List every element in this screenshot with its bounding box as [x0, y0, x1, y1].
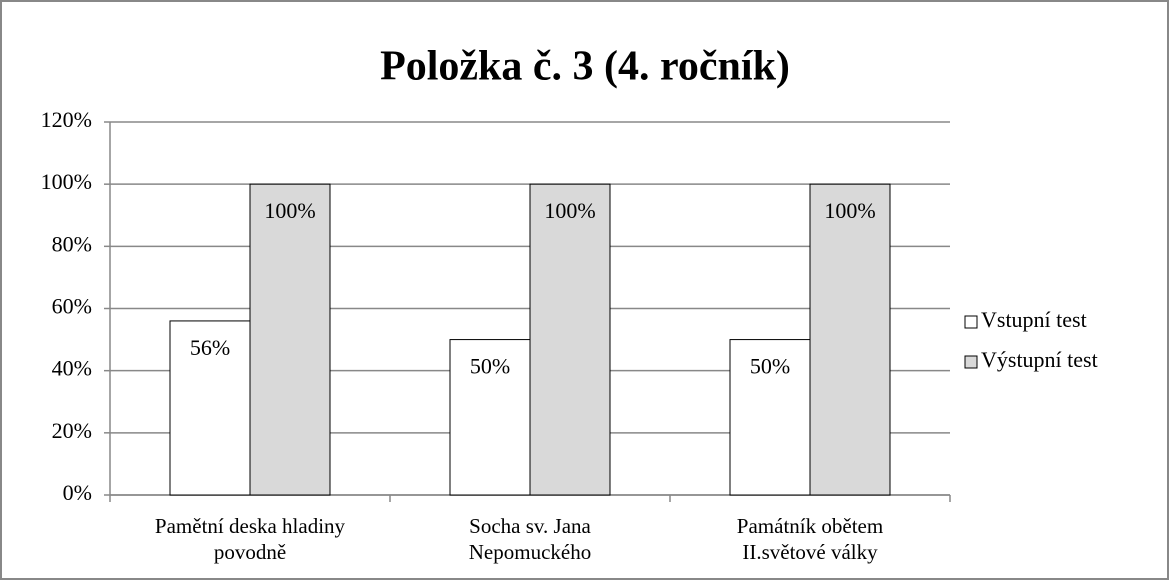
legend-swatch: [964, 355, 978, 369]
legend-swatch: [964, 315, 978, 329]
x-tick-label: Socha sv. Jana Nepomuckého: [468, 514, 592, 564]
y-tick-label: 60%: [52, 294, 92, 319]
chart-title: Položka č. 3 (4. ročník): [380, 44, 790, 90]
data-label: 50%: [750, 354, 790, 379]
y-tick-label: 80%: [52, 231, 92, 256]
y-tick-label: 100%: [41, 169, 92, 194]
bar: [249, 183, 331, 496]
data-label: 50%: [470, 354, 510, 379]
y-tick-label: 40%: [52, 356, 92, 381]
bar: [809, 183, 891, 496]
bar: [169, 320, 251, 496]
x-tick-label: Památník obětem II.světové války: [736, 514, 884, 564]
x-tick-label: Pamětní deska hladiny povodně: [154, 514, 346, 564]
bar: [529, 183, 611, 496]
bar: [729, 339, 811, 496]
legend-label: Vstupní test: [981, 307, 1087, 332]
data-label: 100%: [824, 198, 875, 223]
y-tick-label: 20%: [52, 418, 92, 443]
data-label: 100%: [264, 198, 315, 223]
legend-label: Výstupní test: [981, 347, 1098, 372]
data-label: 56%: [190, 335, 230, 360]
y-tick-label: 0%: [63, 480, 92, 505]
data-label: 100%: [544, 198, 595, 223]
bar: [449, 339, 531, 496]
y-tick-label: 120%: [41, 107, 92, 132]
